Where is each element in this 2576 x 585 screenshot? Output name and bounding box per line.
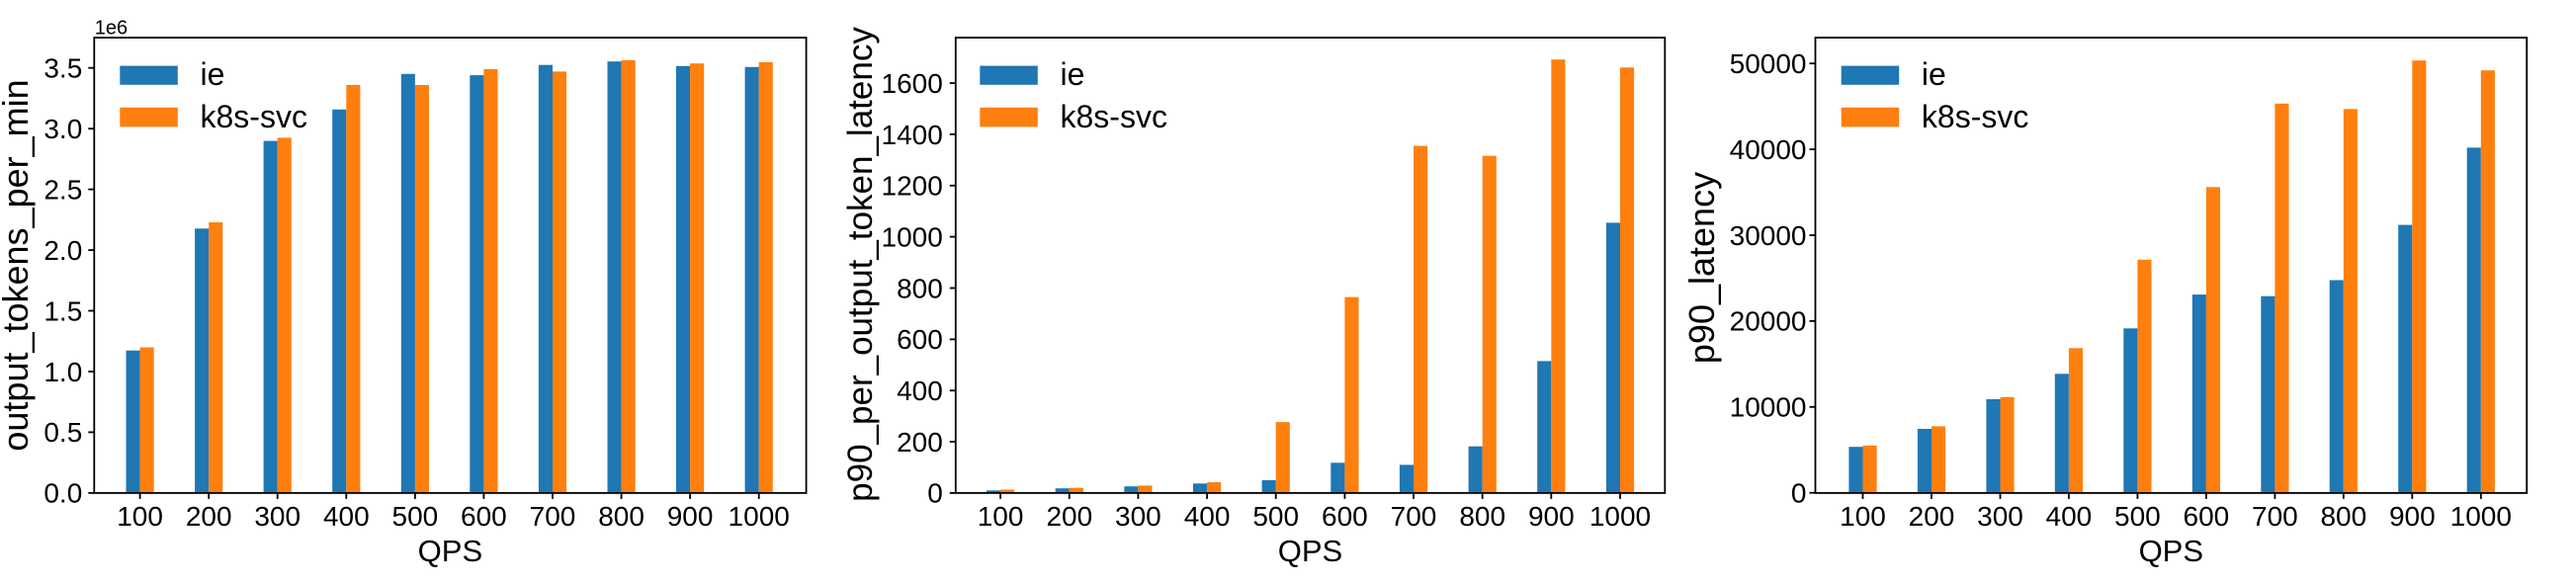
svg-text:600: 600: [897, 324, 943, 355]
svg-text:2.5: 2.5: [43, 174, 82, 205]
svg-text:ie: ie: [201, 56, 225, 92]
svg-text:1.5: 1.5: [43, 295, 82, 326]
svg-text:100: 100: [117, 501, 163, 532]
svg-text:400: 400: [897, 376, 943, 406]
svg-text:20000: 20000: [1730, 306, 1807, 337]
svg-text:600: 600: [461, 501, 507, 532]
svg-text:800: 800: [598, 501, 644, 532]
svg-text:p90_per_output_token_latency: p90_per_output_token_latency: [841, 27, 880, 502]
svg-text:3.5: 3.5: [43, 53, 82, 84]
svg-text:k8s-svc: k8s-svc: [1922, 99, 2028, 134]
svg-text:500: 500: [392, 501, 439, 532]
svg-text:200: 200: [1909, 501, 1955, 532]
svg-text:QPS: QPS: [2139, 534, 2203, 568]
svg-text:2.0: 2.0: [43, 235, 82, 266]
svg-text:output_tokens_per_min: output_tokens_per_min: [0, 79, 36, 451]
svg-text:0.5: 0.5: [43, 417, 82, 448]
svg-text:0: 0: [927, 478, 943, 509]
svg-text:1400: 1400: [882, 120, 943, 150]
svg-text:800: 800: [2320, 501, 2366, 532]
svg-text:700: 700: [530, 501, 576, 532]
svg-text:300: 300: [254, 501, 301, 532]
svg-text:10000: 10000: [1730, 392, 1807, 423]
svg-text:600: 600: [1322, 501, 1368, 532]
svg-text:1600: 1600: [882, 68, 943, 99]
svg-text:200: 200: [1046, 501, 1092, 532]
svg-text:400: 400: [1184, 501, 1231, 532]
svg-text:1000: 1000: [1589, 501, 1651, 532]
svg-text:QPS: QPS: [418, 534, 482, 568]
svg-text:100: 100: [1840, 501, 1886, 532]
svg-text:1.0: 1.0: [43, 357, 82, 387]
svg-text:30000: 30000: [1730, 220, 1807, 251]
svg-text:ie: ie: [1061, 56, 1085, 92]
svg-text:1000: 1000: [729, 501, 790, 532]
svg-text:0: 0: [1791, 478, 1807, 509]
svg-text:500: 500: [2114, 501, 2161, 532]
svg-text:1200: 1200: [882, 171, 943, 202]
svg-text:200: 200: [897, 427, 943, 458]
svg-text:800: 800: [897, 273, 943, 303]
svg-text:0.0: 0.0: [43, 478, 82, 509]
svg-text:1000: 1000: [2450, 501, 2512, 532]
svg-text:700: 700: [2252, 501, 2298, 532]
svg-text:600: 600: [2184, 501, 2230, 532]
svg-text:500: 500: [1252, 501, 1299, 532]
svg-text:700: 700: [1391, 501, 1437, 532]
svg-text:100: 100: [978, 501, 1024, 532]
svg-text:ie: ie: [1922, 56, 1946, 92]
svg-text:p90_latency: p90_latency: [1681, 172, 1722, 364]
svg-text:3.0: 3.0: [43, 114, 82, 144]
svg-text:QPS: QPS: [1278, 534, 1342, 568]
svg-text:400: 400: [323, 501, 370, 532]
svg-text:k8s-svc: k8s-svc: [201, 99, 307, 134]
svg-text:900: 900: [1528, 501, 1575, 532]
svg-text:800: 800: [1459, 501, 1505, 532]
svg-text:900: 900: [667, 501, 714, 532]
svg-text:300: 300: [1115, 501, 1161, 532]
svg-text:200: 200: [186, 501, 232, 532]
svg-text:400: 400: [2046, 501, 2093, 532]
svg-text:900: 900: [2389, 501, 2436, 532]
svg-text:50000: 50000: [1730, 48, 1807, 79]
svg-text:40000: 40000: [1730, 134, 1807, 165]
svg-text:1000: 1000: [882, 221, 943, 252]
svg-text:1e6: 1e6: [95, 17, 128, 39]
svg-text:k8s-svc: k8s-svc: [1061, 99, 1167, 134]
svg-text:300: 300: [1977, 501, 2023, 532]
